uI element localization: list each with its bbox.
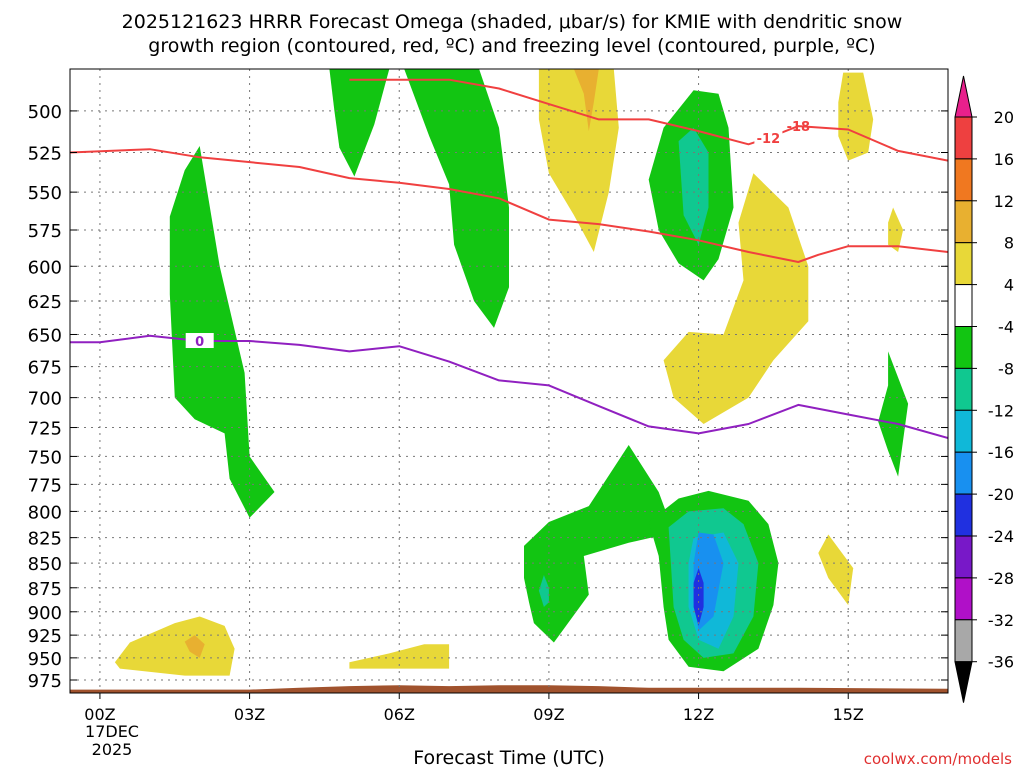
y-tick-label-850: 850 bbox=[28, 554, 62, 575]
y-tick-label-500: 500 bbox=[28, 102, 62, 123]
omega-region-16 bbox=[838, 72, 874, 161]
y-tick-label-650: 650 bbox=[28, 325, 62, 346]
chart-title-line-1: 2025121623 HRRR Forecast Omega (shaded, … bbox=[122, 11, 903, 33]
colorbar-label-13: -36 bbox=[988, 653, 1014, 672]
omega-region-19 bbox=[114, 616, 235, 676]
watermark: coolwx.com/models bbox=[864, 750, 1012, 768]
date-label-year: 2025 bbox=[92, 740, 133, 759]
x-tick-label-0: 00Z bbox=[84, 705, 115, 724]
contour-label-minus-18C: -18 bbox=[787, 120, 811, 135]
colorbar-label-9: -20 bbox=[988, 485, 1014, 504]
omega-region-5 bbox=[878, 351, 909, 477]
colorbar-label-10: -24 bbox=[988, 527, 1014, 546]
omega-region-15 bbox=[663, 173, 809, 424]
y-tick-label-600: 600 bbox=[28, 257, 62, 278]
contour-label-bg-freezing-level-0C bbox=[185, 333, 214, 349]
plot-grid bbox=[70, 69, 948, 693]
x-tick-label-6: 06Z bbox=[384, 705, 415, 724]
contour-label-minus-12C: -12 bbox=[757, 132, 781, 147]
colorbar-label-5: -4 bbox=[998, 318, 1014, 337]
colorbar-label-4: 4 bbox=[1004, 276, 1014, 295]
y-tick-label-975: 975 bbox=[28, 671, 62, 692]
omega-region-1 bbox=[329, 69, 390, 177]
y-tick-label-925: 925 bbox=[28, 626, 62, 647]
colorbar-label-12: -32 bbox=[988, 611, 1014, 630]
x-tick-label-15: 15Z bbox=[833, 705, 864, 724]
contour-label-bg-minus-12C bbox=[754, 129, 783, 145]
colorbar-label-0: 20 bbox=[994, 108, 1014, 127]
omega-region-0 bbox=[169, 146, 275, 518]
plot-area bbox=[70, 69, 948, 693]
colorbar-label-11: -28 bbox=[988, 569, 1014, 588]
y-axis: 500 525 550 575 600 625 650 675 700 725 750 775 800 8… bbox=[28, 102, 948, 692]
colorbar-swatch-neg32_neg28 bbox=[954, 577, 973, 621]
omega-region-20 bbox=[184, 635, 205, 658]
contour-label-freezing-level-0C: 0 bbox=[195, 335, 204, 350]
omega-region-17 bbox=[888, 207, 904, 252]
omega-region-2 bbox=[404, 69, 509, 328]
colorbar-swatch-neg4_4 bbox=[954, 284, 973, 328]
y-tick-label-900: 900 bbox=[28, 603, 62, 624]
colorbar-swatch-neg24_neg20 bbox=[954, 493, 973, 537]
y-tick-label-750: 750 bbox=[28, 447, 62, 468]
y-tick-label-875: 875 bbox=[28, 579, 62, 600]
colorbar-label-6: -8 bbox=[998, 359, 1014, 378]
date-label-day: 17DEC bbox=[85, 722, 139, 741]
omega-region-6 bbox=[524, 445, 674, 643]
colorbar-swatch-8_12 bbox=[954, 200, 973, 244]
colorbar-swatch-4_8 bbox=[954, 242, 973, 286]
plot-frame bbox=[69, 68, 949, 694]
y-tick-label-575: 575 bbox=[28, 221, 62, 242]
contour-minus-18C bbox=[70, 148, 948, 263]
colorbar-label-8: -16 bbox=[988, 443, 1014, 462]
contour-lines: -18 -12 0 bbox=[70, 78, 948, 439]
terrain-fill bbox=[70, 685, 948, 693]
colorbar: 20 16 12 8 4 -4 -8 -12 -16 -20 -24 -28 -32 -36 bbox=[954, 75, 1014, 703]
y-tick-label-725: 725 bbox=[28, 419, 62, 440]
omega-region-7 bbox=[538, 575, 549, 607]
colorbar-label-3: 8 bbox=[1004, 234, 1014, 253]
colorbar-swatch-neg8_neg4 bbox=[954, 326, 973, 369]
colorbar-swatch-neg28_neg24 bbox=[954, 535, 973, 579]
y-tick-label-550: 550 bbox=[28, 183, 62, 204]
colorbar-swatch-below-neg36 bbox=[954, 661, 973, 703]
y-tick-label-950: 950 bbox=[28, 649, 62, 670]
colorbar-label-1: 16 bbox=[994, 150, 1014, 169]
colorbar-swatch-neg16_neg12 bbox=[954, 409, 973, 453]
colorbar-swatch-16_20 bbox=[954, 116, 973, 160]
colorbar-label-7: -12 bbox=[988, 401, 1014, 420]
y-tick-label-700: 700 bbox=[28, 389, 62, 410]
y-tick-label-625: 625 bbox=[28, 292, 62, 313]
omega-region-21 bbox=[349, 644, 450, 669]
x-axis: 00Z 03Z 06Z 09Z 12Z 15Z bbox=[84, 693, 864, 724]
colorbar-swatch-neg36_neg32 bbox=[954, 619, 973, 663]
contour-minus-12C bbox=[349, 78, 948, 162]
x-tick-label-3: 03Z bbox=[234, 705, 265, 724]
omega-region-13 bbox=[538, 69, 619, 252]
omega-region-4 bbox=[678, 127, 709, 245]
omega-region-14 bbox=[573, 69, 599, 132]
x-tick-label-12: 12Z bbox=[683, 705, 714, 724]
colorbar-swatch-neg20_neg16 bbox=[954, 451, 973, 495]
x-axis-title: Forecast Time (UTC) bbox=[413, 747, 604, 768]
y-tick-label-825: 825 bbox=[28, 529, 62, 550]
y-tick-label-775: 775 bbox=[28, 475, 62, 496]
colorbar-swatch-neg12_neg8 bbox=[954, 367, 973, 411]
colorbar-swatch-12_16 bbox=[954, 158, 973, 202]
y-tick-label-675: 675 bbox=[28, 358, 62, 379]
y-tick-label-800: 800 bbox=[28, 502, 62, 523]
chart-title-line-2: growth region (contoured, red, ºC) and f… bbox=[148, 35, 875, 57]
x-tick-label-9: 09Z bbox=[533, 705, 564, 724]
omega-region-18 bbox=[818, 534, 854, 606]
y-tick-label-525: 525 bbox=[28, 143, 62, 164]
colorbar-label-2: 12 bbox=[994, 192, 1014, 211]
colorbar-swatch-above-20 bbox=[954, 75, 973, 118]
